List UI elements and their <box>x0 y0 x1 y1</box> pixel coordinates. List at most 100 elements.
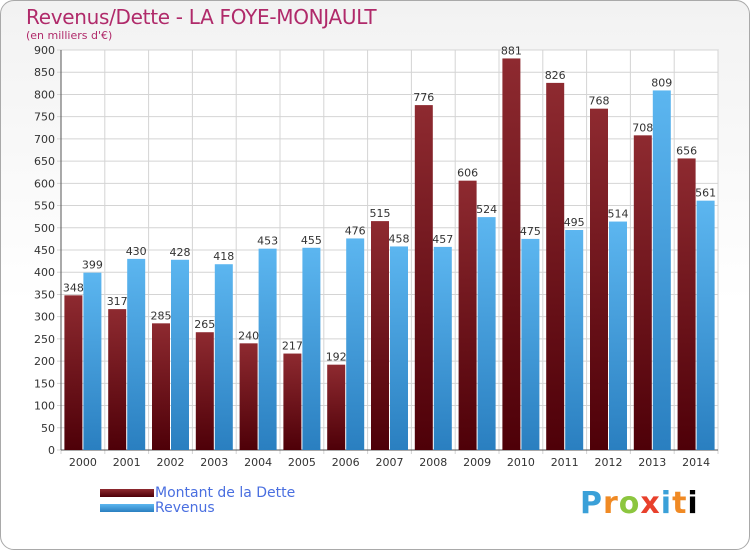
y-tick-label: 900 <box>34 44 55 57</box>
revenue-value-label: 457 <box>432 233 453 246</box>
legend-label-debt: Montant de la Dette <box>155 485 296 501</box>
revenue-bar <box>565 230 584 450</box>
revenue-bar <box>214 264 233 450</box>
debt-bar <box>64 295 83 450</box>
y-tick-label: 400 <box>34 266 55 279</box>
debt-bar <box>633 135 652 451</box>
y-tick-label: 0 <box>48 444 55 457</box>
y-tick-label: 800 <box>34 88 55 101</box>
x-tick-label: 2006 <box>332 456 360 469</box>
debt-value-label: 881 <box>501 44 522 57</box>
x-tick-label: 2012 <box>595 456 623 469</box>
revenue-bar <box>83 272 102 450</box>
x-tick-label: 2005 <box>288 456 316 469</box>
revenue-bar <box>477 217 496 450</box>
revenue-bar <box>433 246 452 450</box>
revenue-value-label: 418 <box>213 250 234 263</box>
y-tick-label: 100 <box>34 400 55 413</box>
debt-bar <box>371 221 389 450</box>
revenue-bar <box>258 248 277 450</box>
logo-letter: r <box>603 486 619 521</box>
revenue-value-label: 514 <box>608 208 629 221</box>
chart-title: Revenus/Dette - LA FOYE-MONJAULT <box>26 5 377 29</box>
debt-value-label: 515 <box>370 207 391 220</box>
debt-bar <box>195 332 214 450</box>
proxiti-logo: Proxiti <box>580 486 699 521</box>
debt-value-label: 265 <box>194 318 215 331</box>
chart-subtitle: (en milliers d'€) <box>26 29 113 42</box>
revenue-value-label: 475 <box>520 225 541 238</box>
debt-value-label: 708 <box>632 121 653 134</box>
debt-value-label: 285 <box>151 309 172 322</box>
debt-bar <box>502 58 521 450</box>
debt-bar <box>458 180 477 450</box>
revenue-bar <box>652 90 671 450</box>
revenue-value-label: 399 <box>82 259 103 272</box>
y-tick-label: 300 <box>34 311 55 324</box>
logo-letter: o <box>618 486 641 521</box>
revenue-bar <box>302 247 321 450</box>
x-tick-label: 2003 <box>200 456 228 469</box>
legend-swatch-revenue <box>100 504 154 512</box>
y-tick-label: 700 <box>34 133 55 146</box>
x-tick-label: 2004 <box>244 456 272 469</box>
y-tick-label: 600 <box>34 177 55 190</box>
revenue-value-label: 453 <box>257 235 278 248</box>
y-tick-label: 200 <box>34 355 55 368</box>
legend-label-revenue: Revenus <box>155 500 215 516</box>
revenue-value-label: 455 <box>301 234 322 247</box>
debt-value-label: 826 <box>545 69 566 82</box>
revenue-bar <box>390 246 408 450</box>
logo-letter: P <box>580 486 603 521</box>
revenue-value-label: 809 <box>651 76 672 89</box>
debt-bar <box>677 158 696 450</box>
revenue-value-label: 495 <box>564 216 585 229</box>
y-tick-label: 750 <box>34 111 55 124</box>
x-tick-label: 2008 <box>419 456 447 469</box>
x-tick-label: 2009 <box>463 456 491 469</box>
debt-value-label: 656 <box>676 144 697 157</box>
y-tick-label: 650 <box>34 155 55 168</box>
debt-value-label: 348 <box>63 281 84 294</box>
x-tick-label: 2001 <box>113 456 141 469</box>
y-tick-label: 150 <box>34 377 55 390</box>
debt-value-label: 776 <box>413 91 434 104</box>
x-tick-label: 2011 <box>551 456 579 469</box>
logo-letter: i <box>660 486 673 521</box>
revenue-value-label: 476 <box>345 224 366 237</box>
debt-value-label: 192 <box>326 351 347 364</box>
debt-bar <box>152 323 170 450</box>
y-tick-label: 350 <box>34 288 55 301</box>
x-tick-label: 2000 <box>69 456 97 469</box>
revenue-value-label: 458 <box>389 232 410 245</box>
debt-bar <box>590 108 608 451</box>
logo-letter: t <box>672 486 688 521</box>
debt-value-label: 768 <box>589 95 610 108</box>
revenue-bar <box>171 259 189 450</box>
revenue-bar <box>609 221 627 450</box>
y-tick-label: 250 <box>34 333 55 346</box>
revenue-value-label: 430 <box>126 245 147 258</box>
debt-bar <box>283 353 302 450</box>
revenue-value-label: 428 <box>170 246 191 259</box>
revenue-bar <box>521 238 540 450</box>
x-tick-label: 2010 <box>507 456 535 469</box>
debt-value-label: 240 <box>238 329 259 342</box>
debt-value-label: 217 <box>282 340 303 353</box>
debt-bar <box>327 364 346 450</box>
y-tick-label: 850 <box>34 66 55 79</box>
revenue-value-label: 524 <box>476 203 497 216</box>
debt-bar <box>108 309 127 450</box>
logo-letter: i <box>687 486 699 521</box>
logo-letter: x <box>640 486 661 521</box>
y-tick-label: 50 <box>41 422 55 435</box>
revenue-value-label: 561 <box>695 187 716 200</box>
y-tick-label: 450 <box>34 244 55 257</box>
y-tick-label: 500 <box>34 222 55 235</box>
x-tick-label: 2007 <box>376 456 404 469</box>
x-tick-label: 2013 <box>638 456 666 469</box>
revenue-bar <box>346 238 365 450</box>
legend-swatch-debt <box>100 489 154 497</box>
revenue-bar <box>127 258 146 450</box>
